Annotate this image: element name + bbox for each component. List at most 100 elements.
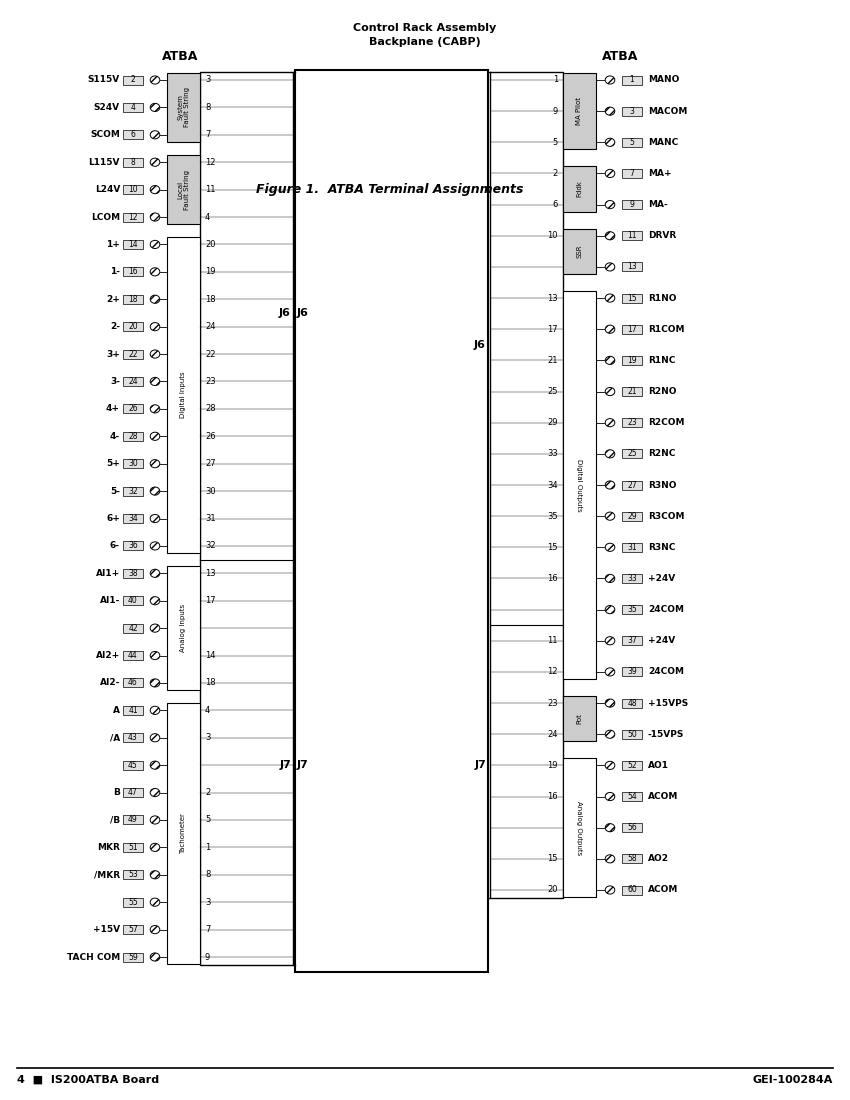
Text: 48: 48 — [627, 698, 637, 707]
Text: Analog Outputs: Analog Outputs — [576, 801, 582, 855]
Text: 31: 31 — [205, 514, 216, 522]
Text: 12: 12 — [547, 668, 558, 676]
Ellipse shape — [605, 698, 615, 707]
Text: 3: 3 — [205, 734, 210, 742]
Ellipse shape — [150, 542, 160, 550]
Bar — [123, 103, 143, 112]
Text: 23: 23 — [627, 418, 637, 427]
Text: AI2+: AI2+ — [96, 651, 120, 660]
Bar — [123, 870, 143, 879]
Ellipse shape — [150, 103, 160, 111]
Text: 2+: 2+ — [106, 295, 120, 304]
Text: 30: 30 — [205, 486, 216, 496]
Text: 39: 39 — [627, 668, 637, 676]
Bar — [123, 541, 143, 550]
Bar — [123, 514, 143, 522]
Text: 16: 16 — [128, 267, 138, 276]
Text: 17: 17 — [627, 324, 637, 333]
Bar — [167, 703, 200, 964]
Bar — [123, 295, 143, 304]
Bar — [123, 788, 143, 798]
Text: 45: 45 — [128, 761, 138, 770]
Text: 56: 56 — [627, 823, 637, 833]
Text: 53: 53 — [128, 870, 138, 879]
Text: 30: 30 — [128, 459, 138, 469]
Bar — [123, 377, 143, 386]
Text: 11: 11 — [547, 636, 558, 646]
Text: 59: 59 — [128, 953, 138, 961]
Ellipse shape — [150, 350, 160, 359]
Text: 54: 54 — [627, 792, 637, 801]
Bar — [123, 459, 143, 469]
Bar — [563, 229, 596, 274]
Ellipse shape — [605, 886, 615, 894]
Text: 25: 25 — [547, 387, 558, 396]
Text: LCOM: LCOM — [91, 212, 120, 221]
Text: Backplane (CABP): Backplane (CABP) — [369, 37, 481, 47]
Text: Local
Fault String: Local Fault String — [178, 169, 190, 210]
Text: R1NO: R1NO — [648, 294, 677, 302]
Text: GEI-100284A: GEI-100284A — [752, 1075, 833, 1085]
Text: 3: 3 — [205, 898, 210, 906]
Ellipse shape — [605, 513, 615, 520]
Ellipse shape — [150, 898, 160, 906]
Bar — [622, 263, 642, 272]
Bar — [622, 481, 642, 490]
Text: 15: 15 — [547, 542, 558, 552]
Text: J7: J7 — [280, 760, 291, 770]
Text: 55: 55 — [128, 898, 138, 906]
Bar — [622, 886, 642, 894]
Ellipse shape — [150, 241, 160, 249]
Text: 5: 5 — [630, 138, 634, 146]
Bar — [123, 898, 143, 906]
Bar — [622, 792, 642, 801]
Ellipse shape — [150, 816, 160, 824]
Bar — [622, 761, 642, 770]
Ellipse shape — [605, 792, 615, 801]
Text: 4+: 4+ — [106, 405, 120, 414]
Text: 29: 29 — [627, 512, 637, 520]
Text: 3: 3 — [630, 107, 634, 116]
Text: ATBA: ATBA — [162, 51, 198, 64]
Text: 60: 60 — [627, 886, 637, 894]
Text: 36: 36 — [128, 541, 138, 550]
Text: Fddk: Fddk — [576, 180, 582, 198]
Text: 38: 38 — [128, 569, 138, 578]
Text: 5-: 5- — [110, 486, 120, 496]
Text: 46: 46 — [128, 679, 138, 688]
Text: 19: 19 — [627, 356, 637, 365]
Text: 22: 22 — [205, 350, 216, 359]
Text: MA Pilot: MA Pilot — [576, 97, 582, 125]
Bar — [123, 486, 143, 496]
Bar — [622, 729, 642, 739]
Bar — [622, 231, 642, 240]
Text: 3: 3 — [205, 76, 210, 85]
Text: 6+: 6+ — [106, 514, 120, 522]
Text: J7: J7 — [474, 760, 486, 770]
Text: 12: 12 — [128, 212, 138, 221]
Text: 52: 52 — [627, 761, 637, 770]
Text: 21: 21 — [547, 356, 558, 365]
Bar — [123, 350, 143, 359]
Text: 5+: 5+ — [106, 459, 120, 469]
Text: 42: 42 — [128, 624, 138, 632]
Text: 16: 16 — [547, 574, 558, 583]
Bar — [123, 761, 143, 770]
Ellipse shape — [150, 487, 160, 495]
Text: 24COM: 24COM — [648, 605, 684, 614]
Text: +24V: +24V — [648, 574, 675, 583]
Bar — [622, 636, 642, 646]
Text: 22: 22 — [128, 350, 138, 359]
Text: 10: 10 — [128, 185, 138, 194]
Bar — [622, 855, 642, 864]
Bar — [123, 953, 143, 961]
Text: 20: 20 — [205, 240, 216, 249]
Bar — [622, 698, 642, 707]
Text: 1: 1 — [205, 843, 210, 851]
Text: AO1: AO1 — [648, 761, 669, 770]
Text: R3COM: R3COM — [648, 512, 684, 520]
Text: J7: J7 — [297, 760, 309, 770]
Text: Control Rack Assembly: Control Rack Assembly — [354, 23, 496, 33]
Text: 33: 33 — [627, 574, 637, 583]
Text: J6: J6 — [297, 308, 309, 318]
